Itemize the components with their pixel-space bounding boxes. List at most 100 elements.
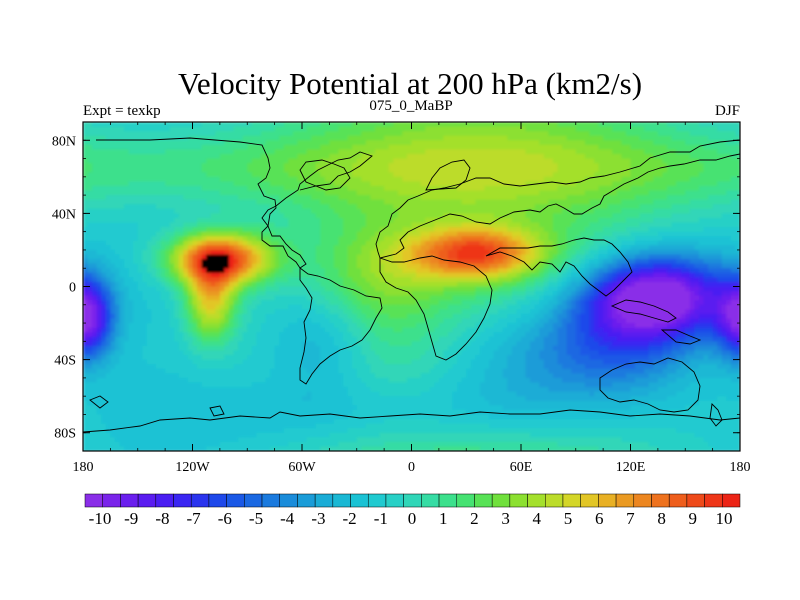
field-cell xyxy=(302,172,308,178)
field-cell xyxy=(242,272,248,278)
field-cell xyxy=(502,268,508,274)
field-cell xyxy=(429,172,435,178)
field-cell xyxy=(379,176,385,182)
field-cell xyxy=(165,231,171,237)
field-cell xyxy=(653,208,659,214)
field-cell xyxy=(580,163,586,169)
field-cell xyxy=(539,231,545,237)
field-cell xyxy=(146,176,153,182)
field-cell xyxy=(543,213,549,219)
field-cell xyxy=(575,259,581,265)
field-cell xyxy=(685,158,691,164)
field-cell xyxy=(639,231,645,237)
field-cell xyxy=(607,208,613,214)
field-cell xyxy=(96,122,102,128)
field-cell xyxy=(183,199,189,205)
field-cell xyxy=(128,126,134,132)
field-cell xyxy=(397,199,403,205)
field-cell xyxy=(83,185,89,192)
field-cell xyxy=(343,222,349,228)
field-cell xyxy=(735,163,740,169)
field-cell xyxy=(356,195,362,201)
field-cell xyxy=(96,199,102,205)
field-cell xyxy=(475,158,481,164)
field-cell xyxy=(406,172,413,178)
field-cell xyxy=(128,208,134,214)
field-cell xyxy=(352,268,358,274)
field-cell xyxy=(635,163,641,169)
field-cell xyxy=(420,231,426,237)
field-cell xyxy=(101,254,107,260)
field-cell xyxy=(320,240,326,246)
field-cell xyxy=(137,181,143,187)
field-cell xyxy=(242,176,248,182)
field-cell xyxy=(429,245,435,251)
field-cell xyxy=(133,240,139,246)
field-cell xyxy=(201,236,207,242)
field-cell xyxy=(680,217,686,224)
field-cell xyxy=(96,240,102,246)
field-cell xyxy=(183,213,189,219)
field-cell xyxy=(306,240,312,246)
field-cell xyxy=(443,176,449,182)
field-cell xyxy=(338,140,344,146)
field-cell xyxy=(420,277,426,283)
field-cell xyxy=(516,259,522,265)
field-cell xyxy=(635,199,641,205)
field-cell xyxy=(156,263,162,269)
field-cell xyxy=(338,236,344,242)
field-cell xyxy=(575,227,581,233)
field-cell xyxy=(639,190,645,196)
field-cell xyxy=(142,163,148,169)
field-cell xyxy=(452,126,458,132)
field-cell xyxy=(343,245,349,251)
field-cell xyxy=(667,153,673,160)
field-cell xyxy=(489,140,495,146)
field-cell xyxy=(703,240,709,246)
field-cell xyxy=(114,167,121,173)
field-cell xyxy=(698,263,705,269)
field-cell xyxy=(215,231,221,237)
field-cell xyxy=(233,153,239,160)
field-cell xyxy=(689,176,695,182)
field-cell xyxy=(630,167,636,173)
field-cell xyxy=(288,272,294,278)
field-cell xyxy=(187,222,194,228)
field-cell xyxy=(156,135,162,141)
field-cell xyxy=(169,149,175,155)
field-cell xyxy=(667,213,673,219)
field-cell xyxy=(160,176,166,182)
field-cell xyxy=(229,245,235,251)
field-cell xyxy=(493,149,499,155)
field-cell xyxy=(142,126,148,132)
field-cell xyxy=(260,167,267,173)
field-cell xyxy=(384,122,390,128)
field-cell xyxy=(119,153,125,160)
field-cell xyxy=(507,122,513,128)
field-cell xyxy=(302,126,308,132)
field-cell xyxy=(457,217,463,224)
field-cell xyxy=(717,272,723,278)
field-cell xyxy=(311,227,317,233)
field-cell xyxy=(452,213,458,219)
field-cell xyxy=(557,195,563,201)
field-cell xyxy=(621,213,627,219)
field-cell xyxy=(552,167,559,173)
field-cell xyxy=(530,149,536,155)
field-cell xyxy=(598,195,604,201)
field-cell xyxy=(420,245,426,251)
field-cell xyxy=(448,268,454,274)
field-cell xyxy=(603,245,609,251)
field-cell xyxy=(498,185,504,192)
field-cell xyxy=(137,213,143,219)
field-cell xyxy=(680,176,686,182)
field-cell xyxy=(292,135,299,141)
field-cell xyxy=(653,254,659,260)
field-cell xyxy=(671,131,677,137)
field-cell xyxy=(279,263,285,269)
field-cell xyxy=(434,254,440,260)
field-cell xyxy=(703,217,709,224)
field-cell xyxy=(242,213,248,219)
field-cell xyxy=(461,149,467,155)
field-cell xyxy=(283,167,289,173)
